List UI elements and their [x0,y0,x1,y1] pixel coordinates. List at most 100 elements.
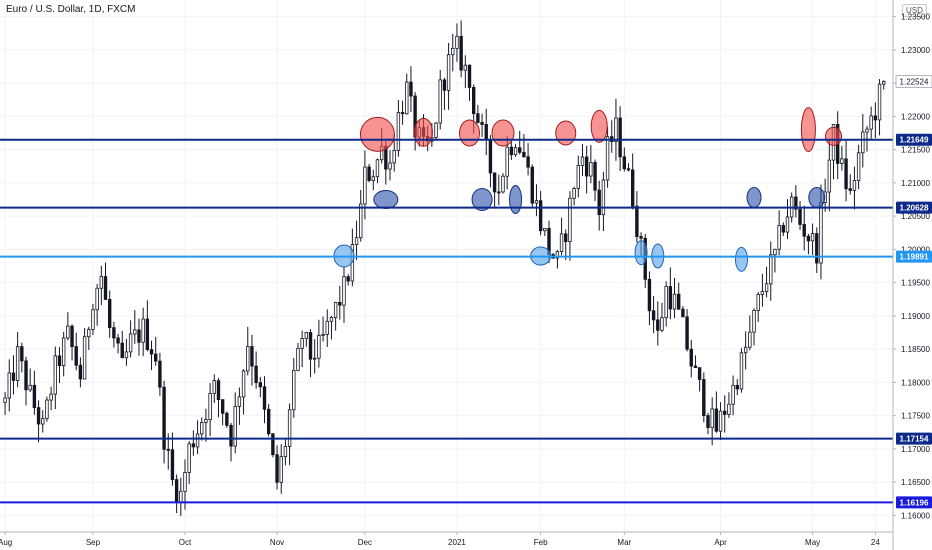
candle-body [848,188,852,191]
candle-body [271,433,275,456]
candle-body [706,415,710,429]
candle-body [162,386,166,450]
candle-body [702,379,706,416]
candle-body [614,117,618,142]
candle-body [321,334,325,336]
candle-body [396,112,401,151]
candle-body [710,408,714,429]
level-price-badge [896,201,932,214]
candle-body [204,419,208,423]
candle-body [677,293,681,310]
candle-body [367,166,371,181]
candle-body [325,320,329,335]
candle-body [283,446,288,458]
candle-body [333,301,338,318]
candle-body [11,372,16,381]
candle-body [179,490,183,503]
candle-body [128,333,133,353]
currency-button[interactable]: USD [902,4,927,17]
candle-body [463,64,468,71]
candle-body [777,225,781,250]
annotation-circle-blue [373,190,399,209]
candle-body [405,81,409,115]
candle-body [183,472,187,492]
candle-body [471,87,476,115]
candle-body [869,115,873,130]
price-tick-label: 1.17000 [901,445,930,454]
candle-body [409,81,413,97]
candle-body [689,348,693,367]
candle-body [451,47,455,56]
candle-body [41,418,45,425]
candle-body [743,346,748,354]
candle-body [651,310,656,321]
price-tick-label: 1.16000 [901,511,930,520]
candle-body [400,112,405,115]
candle-body [513,147,518,156]
annotation-circle-blue [746,187,762,209]
candle-body [693,365,698,369]
candle-body [187,443,191,473]
candle-body [852,180,857,191]
candle-body [49,393,53,401]
candle-body [304,332,309,339]
price-tick-label: 1.23000 [901,46,930,55]
annotation-circle-red [491,119,515,147]
candle-body [145,318,150,350]
candle-body [45,399,49,419]
candle-body [99,276,104,289]
candle-body [70,325,74,348]
time-tick-label: May [805,538,820,547]
candle-body [773,248,777,256]
annotation-circle-red [459,119,481,147]
candle-body [66,325,70,339]
price-tick-label: 1.16500 [901,478,930,487]
time-tick-label: Aug [0,538,12,547]
candle-body [300,338,304,349]
candle-body [74,346,78,366]
candle-body [815,233,819,264]
candle-body [526,156,530,168]
candle-body [195,433,200,448]
candle-body [484,124,488,140]
candle-body [170,449,175,480]
candle-body [24,360,28,391]
candle-body [216,380,221,400]
candle-body [597,189,601,216]
candle-body [827,159,832,193]
candle-body [191,443,196,448]
chart-title: Euro / U.S. Dollar, 1D, FXCM [6,4,136,15]
candle-body [580,156,585,166]
candle-body [576,165,580,189]
candle-body [78,364,83,380]
candles [3,20,886,516]
candle-body [605,136,610,181]
candle-body [53,355,57,395]
grid [0,0,893,532]
time-tick-label: Mar [617,538,631,547]
annotation-circle-red [590,109,608,143]
candle-body [697,367,702,380]
candle-body [158,360,162,388]
candle-body [731,384,735,405]
candle-body [781,225,786,233]
candle-body [810,233,815,242]
candle-body [246,346,250,372]
candle-body [154,353,158,362]
candle-body [36,407,41,425]
price-tick-label: 1.18000 [901,378,930,387]
price-tick-label: 1.18500 [901,345,930,354]
candle-body [534,200,539,204]
candle-body [103,276,108,300]
time-tick-label: Nov [270,538,284,547]
candle-body [555,251,560,259]
candle-body [756,294,760,311]
annotation-circle-red [555,120,577,146]
candle-body [220,399,225,414]
candle-body [685,316,689,350]
candle-body [225,412,229,426]
candle-body [137,329,141,343]
annotation-circles [333,107,843,272]
